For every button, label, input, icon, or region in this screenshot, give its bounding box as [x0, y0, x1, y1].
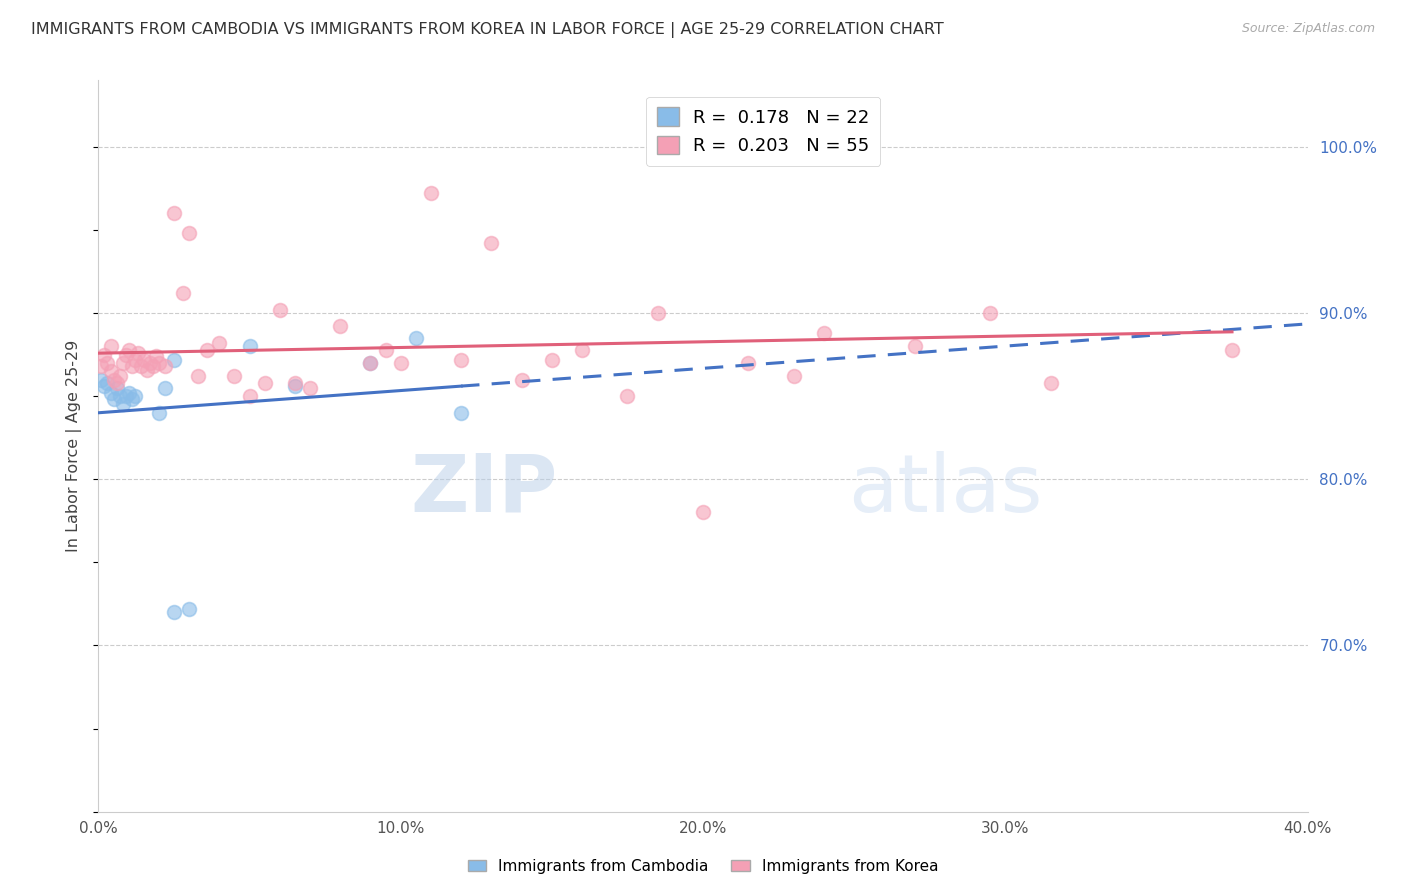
Point: [129, 359, 152, 374]
Point: [111, 356, 134, 370]
Point: [118, 385, 141, 400]
Point: [105, 381, 128, 395]
Point: [127, 346, 149, 360]
Text: ZIP: ZIP: [411, 450, 558, 529]
Point: [783, 369, 806, 384]
Point: [121, 392, 143, 407]
Point: [737, 356, 759, 370]
Point: [96, 376, 118, 390]
Point: [540, 352, 562, 367]
Point: [692, 506, 714, 520]
Point: [360, 356, 382, 370]
Point: [239, 389, 262, 403]
Point: [813, 326, 835, 340]
Point: [148, 406, 170, 420]
Point: [239, 339, 262, 353]
Point: [979, 306, 1001, 320]
Point: [103, 372, 125, 386]
Point: [571, 343, 593, 357]
Point: [481, 236, 503, 251]
Point: [142, 359, 165, 374]
Point: [105, 376, 128, 390]
Point: [153, 359, 176, 374]
Point: [224, 369, 246, 384]
Point: [284, 376, 307, 390]
Point: [420, 186, 443, 201]
Point: [329, 319, 352, 334]
Point: [118, 343, 141, 357]
Point: [93, 379, 115, 393]
Point: [148, 356, 170, 370]
Text: Source: ZipAtlas.com: Source: ZipAtlas.com: [1241, 22, 1375, 36]
Point: [96, 356, 118, 370]
Point: [108, 369, 131, 384]
Point: [124, 352, 146, 367]
Point: [208, 335, 231, 350]
Point: [858, 140, 880, 154]
Point: [121, 359, 143, 374]
Point: [90, 372, 112, 386]
Point: [647, 306, 669, 320]
Point: [100, 364, 122, 378]
Point: [153, 381, 176, 395]
Text: atlas: atlas: [848, 450, 1042, 529]
Point: [145, 349, 167, 363]
Point: [163, 206, 186, 220]
Point: [93, 348, 115, 362]
Point: [510, 372, 533, 386]
Point: [1220, 343, 1243, 357]
Point: [163, 605, 186, 619]
Point: [187, 369, 209, 384]
Point: [132, 352, 155, 367]
Point: [360, 356, 382, 370]
Point: [179, 602, 201, 616]
Point: [90, 359, 112, 374]
Point: [108, 389, 131, 403]
Text: IMMIGRANTS FROM CAMBODIA VS IMMIGRANTS FROM KOREA IN LABOR FORCE | AGE 25-29 COR: IMMIGRANTS FROM CAMBODIA VS IMMIGRANTS F…: [31, 22, 943, 38]
Point: [100, 385, 122, 400]
Point: [450, 406, 472, 420]
Point: [114, 348, 136, 362]
Point: [253, 376, 276, 390]
Point: [179, 226, 201, 240]
Y-axis label: In Labor Force | Age 25-29: In Labor Force | Age 25-29: [66, 340, 83, 552]
Point: [163, 352, 186, 367]
Point: [284, 379, 307, 393]
Point: [135, 362, 157, 376]
Legend: R =  0.178   N = 22, R =  0.203   N = 55: R = 0.178 N = 22, R = 0.203 N = 55: [647, 96, 880, 166]
Point: [374, 343, 396, 357]
Point: [405, 331, 427, 345]
Point: [195, 343, 218, 357]
Point: [904, 339, 927, 353]
Point: [124, 389, 146, 403]
Point: [299, 381, 322, 395]
Point: [111, 397, 134, 411]
Point: [103, 392, 125, 407]
Point: [1039, 376, 1062, 390]
Point: [100, 339, 122, 353]
Point: [450, 352, 472, 367]
Point: [139, 356, 162, 370]
Point: [616, 389, 638, 403]
Point: [389, 356, 412, 370]
Point: [269, 302, 291, 317]
Legend: Immigrants from Cambodia, Immigrants from Korea: Immigrants from Cambodia, Immigrants fro…: [461, 853, 945, 880]
Point: [114, 389, 136, 403]
Point: [172, 286, 194, 301]
